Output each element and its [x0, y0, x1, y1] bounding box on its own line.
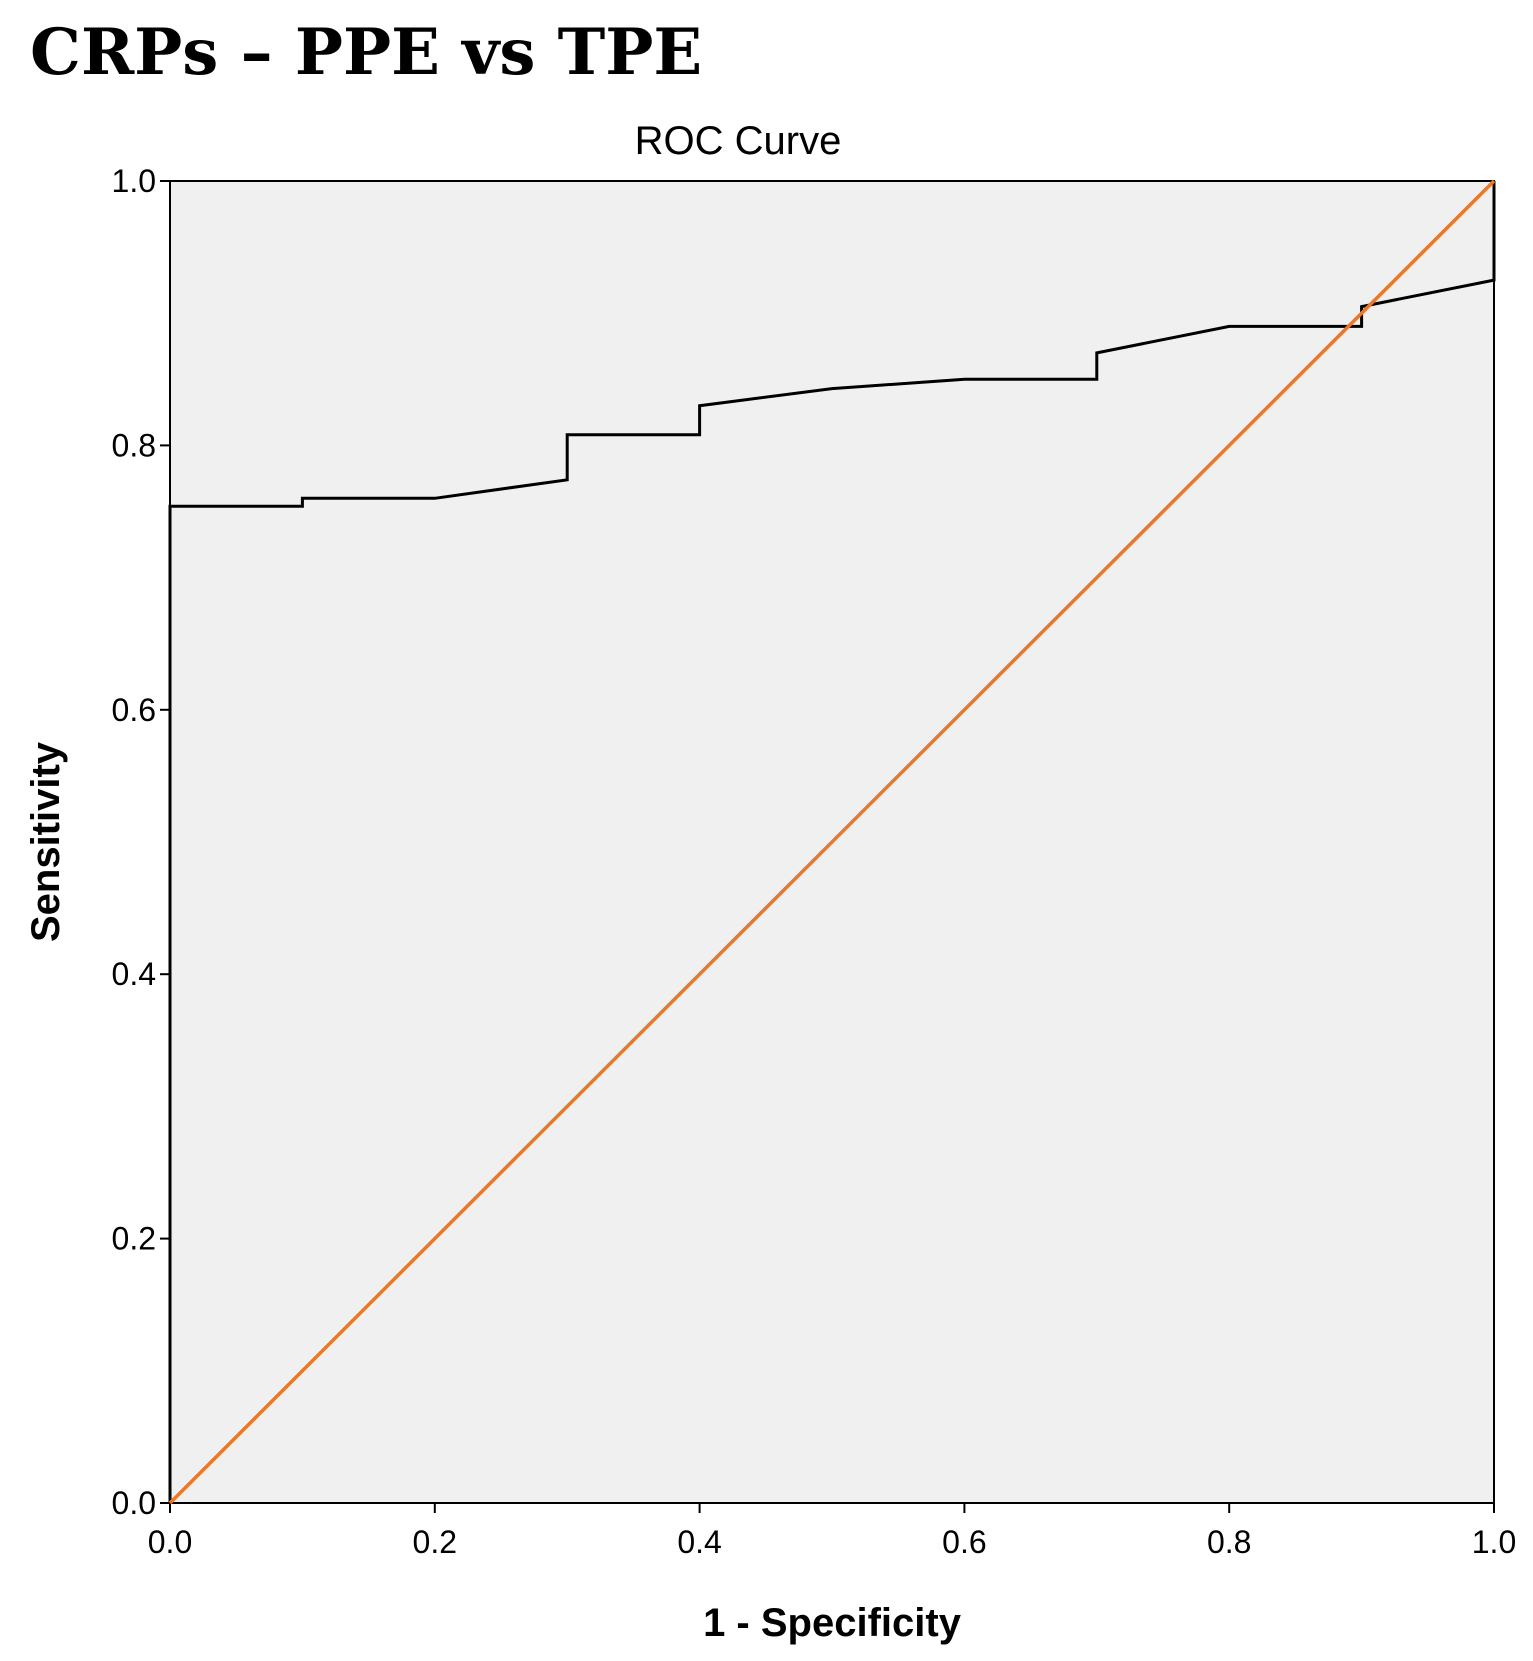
- x-tick-label: 0.2: [413, 1524, 457, 1560]
- x-tick-label: 0.0: [148, 1524, 192, 1560]
- y-tick-label: 0.8: [112, 427, 156, 463]
- x-tick-label: 0.4: [677, 1524, 721, 1560]
- x-tick-label: 0.6: [942, 1524, 986, 1560]
- y-axis-label: Sensitivity: [24, 741, 68, 942]
- y-tick-label: 0.6: [112, 692, 156, 728]
- y-tick-label: 0.0: [112, 1485, 156, 1521]
- y-tick-label: 0.2: [112, 1221, 156, 1257]
- x-tick-label: 0.8: [1207, 1524, 1251, 1560]
- figure-heading: CRPs – PPE vs TPE: [30, 15, 702, 90]
- roc-curve-line: [168, 181, 1496, 1503]
- chart-title: ROC Curve: [635, 119, 842, 163]
- reference-diagonal-line: [168, 179, 1496, 1505]
- y-axis: 0.0 0.2 0.4 0.6 0.8 1.0: [112, 163, 170, 1521]
- y-tick-label: 0.4: [112, 956, 156, 992]
- x-tick-label: 1.0: [1472, 1524, 1516, 1560]
- x-axis-label: 1 - Specificity: [703, 1601, 962, 1645]
- x-axis: 0.0 0.2 0.4 0.6 0.8 1.0: [148, 1503, 1516, 1560]
- series-layer: [168, 179, 1496, 1505]
- y-tick-label: 1.0: [112, 163, 156, 199]
